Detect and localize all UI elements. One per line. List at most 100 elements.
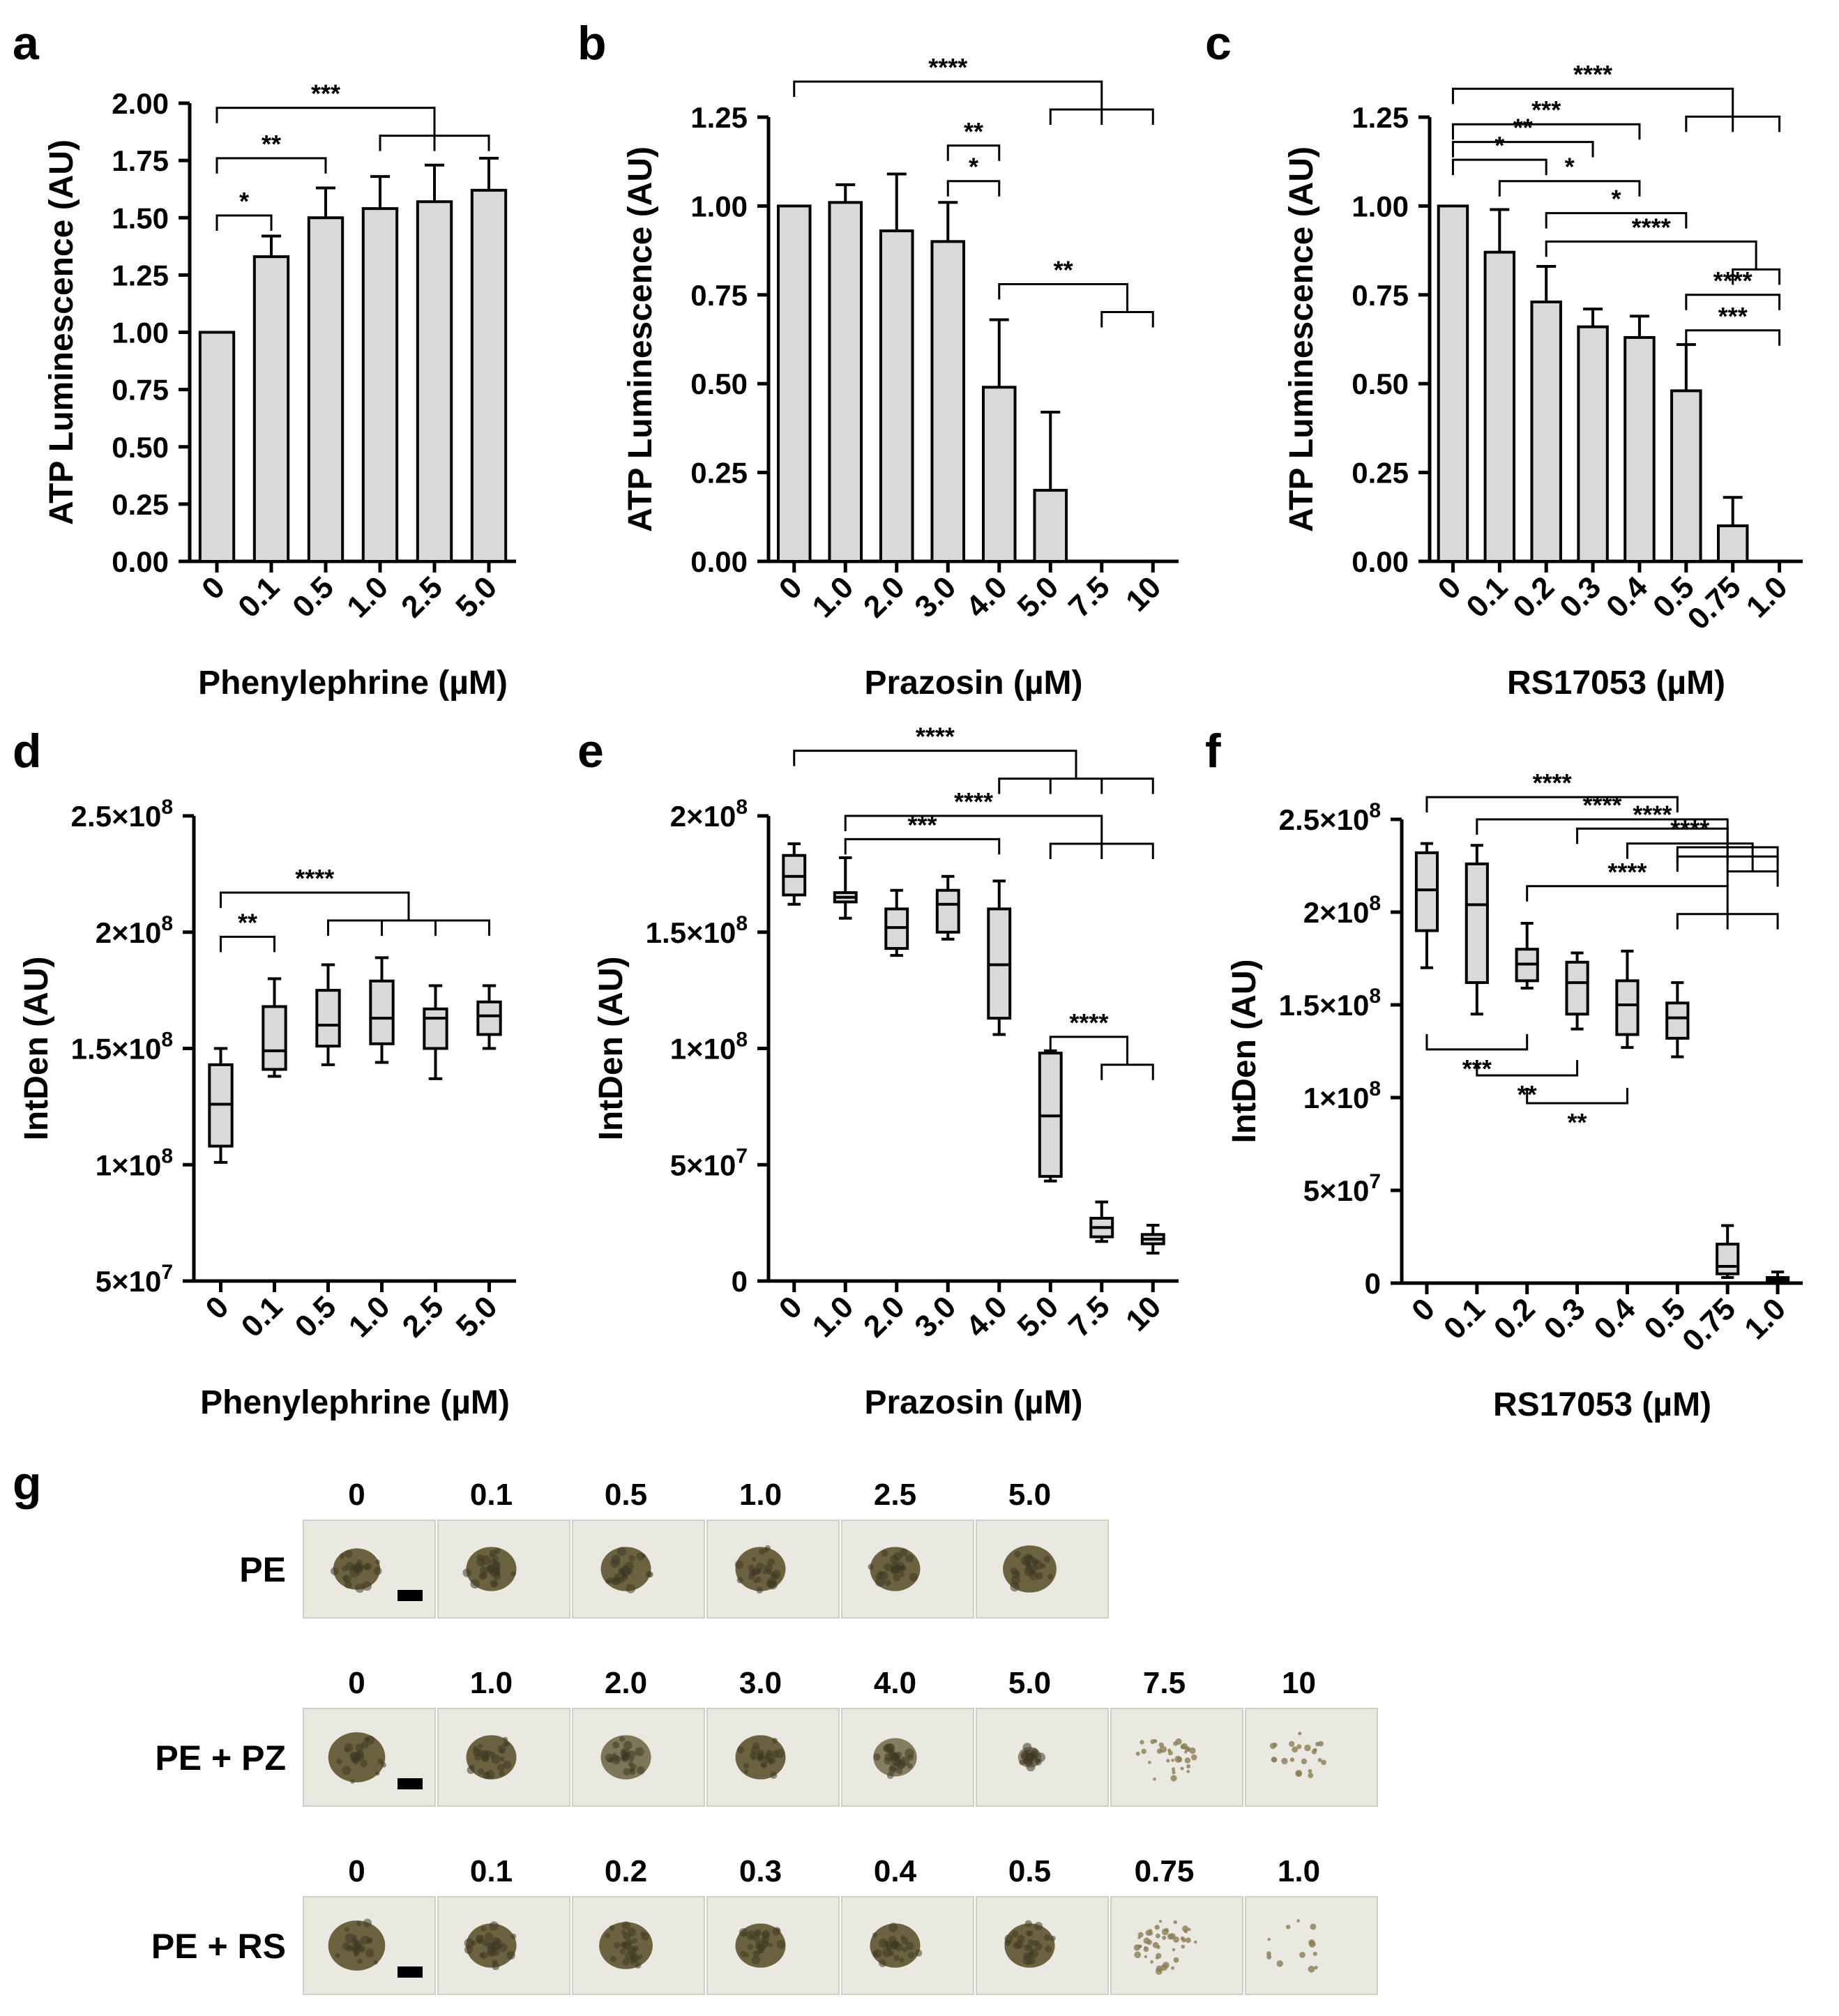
cell-debris xyxy=(1288,1741,1295,1748)
spheroid-texture xyxy=(879,1959,887,1967)
significance-bracket xyxy=(1451,141,1594,158)
spheroid-texture xyxy=(621,1751,630,1759)
spheroid-texture xyxy=(772,1572,778,1579)
spheroid-texture xyxy=(365,1948,374,1958)
spheroid-texture xyxy=(619,1948,626,1955)
spheroid-texture xyxy=(1011,1930,1019,1938)
concentration-label: 5.0 xyxy=(1008,1478,1051,1512)
significance-bracket xyxy=(215,157,327,174)
spheroid-texture xyxy=(753,1579,758,1584)
y-tick-label: 0.00 xyxy=(690,545,748,578)
spheroid-texture xyxy=(344,1927,350,1932)
spheroid-texture xyxy=(1026,1754,1034,1762)
cell-debris xyxy=(1184,1750,1188,1754)
significance-label: * xyxy=(1494,131,1504,160)
spheroid-texture xyxy=(881,1549,888,1557)
chart-e: 05×1071×1081.5×1082×10801.02.03.04.05.07… xyxy=(593,722,1179,1421)
row-label: PE + PZ xyxy=(155,1738,286,1778)
significance-label: **** xyxy=(295,864,334,893)
spheroid-texture xyxy=(640,1931,646,1937)
x-tick-label: 0.5 xyxy=(289,1289,343,1344)
spheroid-texture xyxy=(628,1761,634,1767)
spheroid-texture xyxy=(364,1563,372,1571)
significance-label: **** xyxy=(1713,266,1753,295)
significance-bracket xyxy=(946,144,1001,161)
x-axis-title: Phenylephrine (µM) xyxy=(200,1384,510,1421)
spheroid-texture xyxy=(755,1931,760,1937)
concentration-label: 0.5 xyxy=(1008,1854,1051,1888)
spheroid-texture xyxy=(462,1568,471,1577)
x-tick-label: 2.0 xyxy=(857,570,911,624)
bar xyxy=(828,201,863,563)
spheroid-texture xyxy=(478,1743,483,1749)
spheroid-texture xyxy=(1022,1559,1029,1566)
spheroid-texture xyxy=(619,1736,626,1742)
y-tick-label: 0.50 xyxy=(690,367,748,400)
spheroid-texture xyxy=(636,1552,645,1561)
spheroid-texture xyxy=(366,1937,373,1944)
spheroid-texture xyxy=(479,1566,488,1575)
spheroid-texture xyxy=(1045,1945,1052,1953)
cell-debris xyxy=(1156,1965,1163,1972)
significance-bracket xyxy=(793,750,1077,779)
spheroid-texture xyxy=(374,1559,380,1565)
spheroid-texture xyxy=(1050,1935,1056,1941)
significance-label: **** xyxy=(1632,213,1671,241)
panel-label-c: c xyxy=(1205,17,1232,70)
x-tick-label: 7.5 xyxy=(1062,1289,1117,1344)
spheroid-texture xyxy=(768,1943,773,1948)
bar xyxy=(776,204,812,563)
spheroid-texture xyxy=(356,1958,363,1964)
x-tick-label: 0.4 xyxy=(1600,570,1654,624)
cell-debris xyxy=(1186,1770,1190,1773)
spheroid-texture xyxy=(757,1754,764,1761)
chart-a: 0.00 0.25 0.50 0.75 1.00 1.25 1.50 1.75 2.00 0 0.1… xyxy=(43,79,516,702)
significance-bracket xyxy=(1451,123,1641,140)
cell-debris xyxy=(1299,1952,1306,1958)
x-tick-label: 5.0 xyxy=(449,570,504,624)
y-tick-mantissa: 2×10 xyxy=(670,800,736,833)
x-tick-label: 3.0 xyxy=(908,1289,962,1344)
x-tick-label: 1.0 xyxy=(340,570,395,624)
significance-bracket xyxy=(1451,87,1734,117)
spheroid-texture xyxy=(363,1918,372,1927)
spheroid-texture xyxy=(759,1760,768,1768)
row-label: PE + RS xyxy=(151,1927,286,1966)
spheroid-texture xyxy=(895,1566,904,1574)
bar xyxy=(1530,300,1562,563)
cell-debris xyxy=(1152,1941,1159,1948)
spheroid-texture xyxy=(900,1935,906,1941)
spheroid-texture xyxy=(628,1555,635,1562)
spheroid-texture xyxy=(873,1753,881,1761)
spheroid-texture xyxy=(764,1545,771,1551)
micrograph xyxy=(1110,1708,1243,1807)
x-tick-label: 0 xyxy=(773,570,809,606)
cell-debris xyxy=(1276,1960,1284,1967)
x-tick-label: 0.3 xyxy=(1553,570,1607,624)
significance-label: **** xyxy=(1069,1008,1108,1037)
concentration-label: 0.1 xyxy=(470,1854,513,1888)
x-tick-label: 2.5 xyxy=(395,570,449,624)
y-axis-title: IntDen (AU) xyxy=(18,957,55,1141)
spheroid-texture xyxy=(1029,1948,1039,1958)
concentration-label: 5.0 xyxy=(1008,1666,1051,1700)
spheroid-texture xyxy=(756,1563,764,1571)
y-tick-label: 0.75 xyxy=(112,374,169,407)
significance-label: * xyxy=(969,153,978,181)
scale-bar xyxy=(398,1778,423,1789)
significance-label: ** xyxy=(238,908,257,937)
cell-debris xyxy=(1146,1939,1152,1946)
y-tick-label: 5×107 xyxy=(1303,1170,1381,1207)
significance-label: ** xyxy=(1568,1108,1587,1137)
cell-debris xyxy=(1141,1748,1146,1754)
box xyxy=(1716,1243,1740,1275)
y-tick-label: 0.25 xyxy=(1352,457,1409,490)
y-tick-mantissa: 2×10 xyxy=(96,916,162,949)
cell-debris xyxy=(1308,1768,1312,1773)
y-tick-mantissa: 5×10 xyxy=(670,1149,736,1181)
x-axis-title: Phenylephrine (µM) xyxy=(198,665,508,702)
y-tick-label: 0.00 xyxy=(1352,545,1409,578)
spheroid-texture xyxy=(897,1761,905,1770)
x-axis-title: RS17053 (µM) xyxy=(1493,1386,1711,1423)
cell-debris xyxy=(1186,1764,1191,1769)
